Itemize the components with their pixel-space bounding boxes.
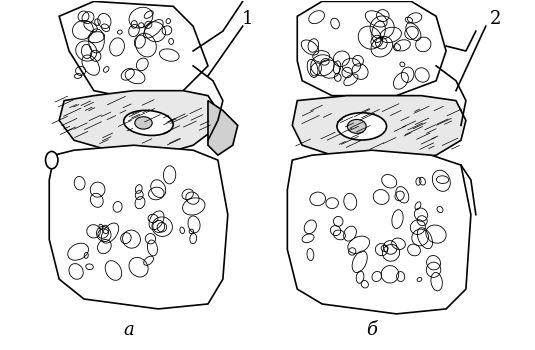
Ellipse shape <box>135 117 152 129</box>
Polygon shape <box>297 1 446 96</box>
Polygon shape <box>59 1 208 100</box>
Polygon shape <box>59 91 218 155</box>
Text: б: б <box>366 321 377 339</box>
Ellipse shape <box>337 113 387 140</box>
Polygon shape <box>49 145 228 309</box>
Polygon shape <box>287 150 471 314</box>
Text: а: а <box>123 321 134 339</box>
Ellipse shape <box>124 110 173 135</box>
Polygon shape <box>292 96 466 160</box>
Text: 2: 2 <box>490 10 501 28</box>
Ellipse shape <box>347 119 366 133</box>
Text: 1: 1 <box>242 10 254 28</box>
Polygon shape <box>208 100 238 155</box>
Ellipse shape <box>45 152 58 169</box>
